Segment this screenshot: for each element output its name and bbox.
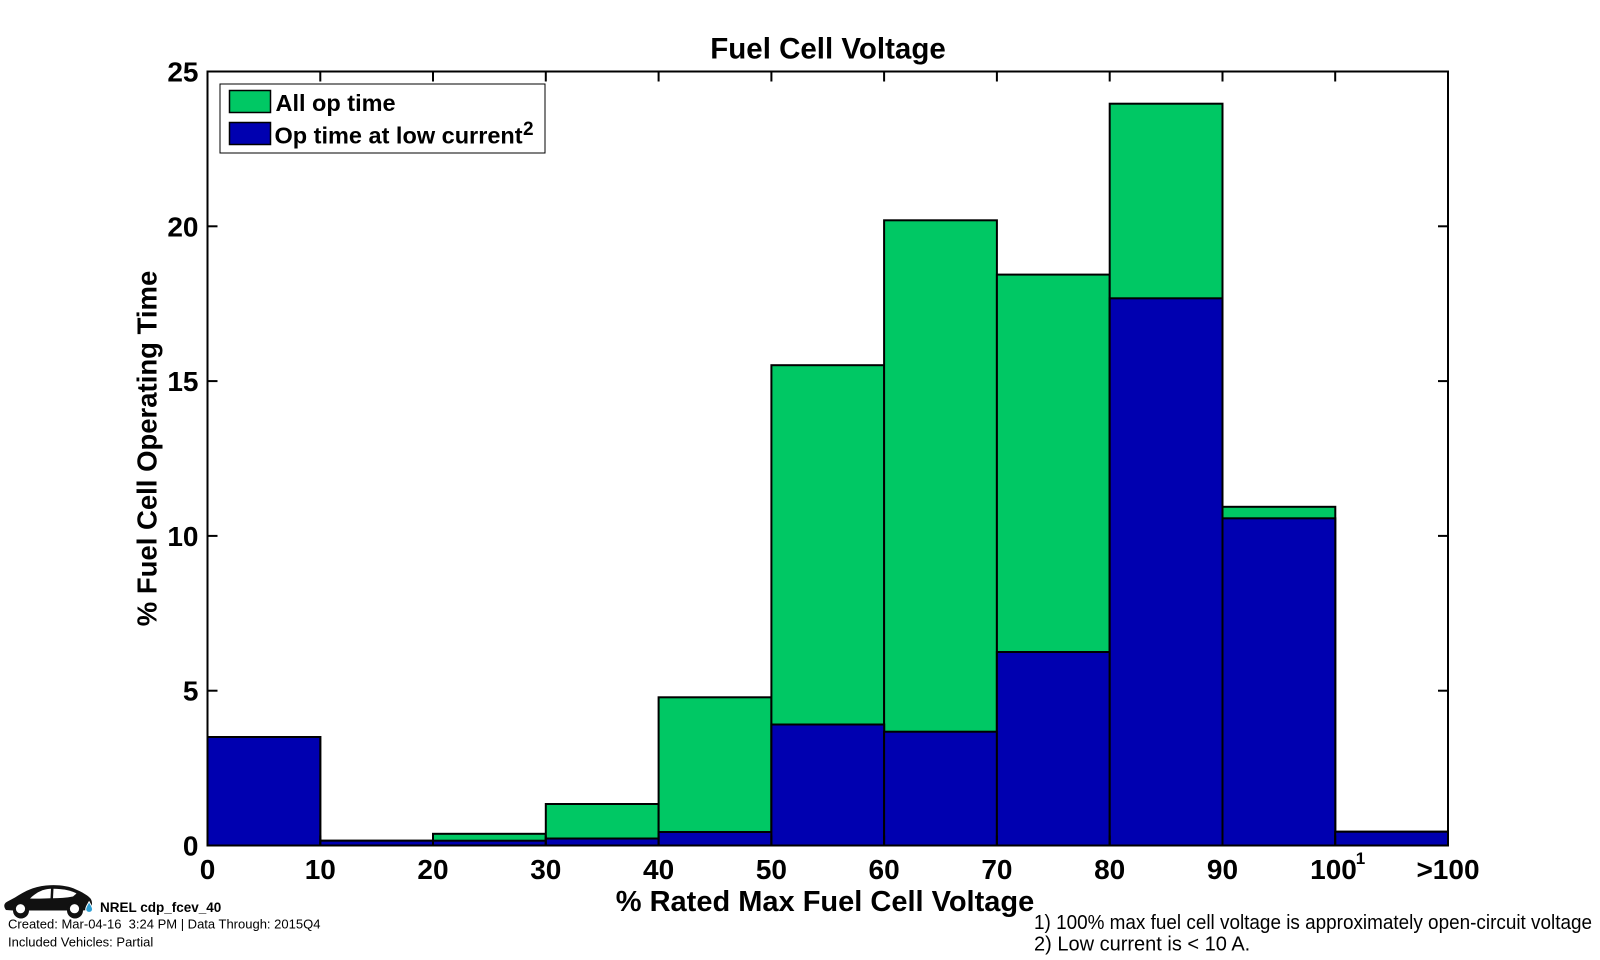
svg-text:15: 15 bbox=[167, 366, 198, 397]
svg-text:20: 20 bbox=[167, 211, 198, 242]
svg-text:10: 10 bbox=[167, 521, 198, 552]
svg-text:Included Vehicles: Partial: Included Vehicles: Partial bbox=[8, 935, 153, 950]
svg-text:90: 90 bbox=[1207, 854, 1238, 885]
svg-text:% Fuel Cell Operating Time: % Fuel Cell Operating Time bbox=[132, 271, 163, 627]
svg-text:10: 10 bbox=[305, 854, 336, 885]
svg-text:50: 50 bbox=[756, 854, 787, 885]
svg-text:60: 60 bbox=[869, 854, 900, 885]
svg-text:1) 100% max fuel cell voltage: 1) 100% max fuel cell voltage is approxi… bbox=[1034, 912, 1592, 934]
svg-text:Fuel Cell Voltage: Fuel Cell Voltage bbox=[710, 33, 946, 66]
svg-text:Op time at low current: Op time at low current bbox=[275, 123, 523, 149]
svg-text:40: 40 bbox=[643, 854, 674, 885]
svg-text:NREL cdp_fcev_40: NREL cdp_fcev_40 bbox=[100, 900, 221, 915]
svg-text:2) Low current is < 10 A.: 2) Low current is < 10 A. bbox=[1034, 934, 1250, 956]
svg-text:20: 20 bbox=[417, 854, 448, 885]
svg-text:>100: >100 bbox=[1416, 854, 1479, 885]
svg-text:2: 2 bbox=[523, 119, 534, 140]
svg-text:100: 100 bbox=[1310, 854, 1357, 885]
svg-text:1: 1 bbox=[1356, 849, 1365, 868]
svg-text:% Rated Max Fuel Cell Voltage: % Rated Max Fuel Cell Voltage bbox=[616, 886, 1034, 918]
svg-text:80: 80 bbox=[1094, 854, 1125, 885]
svg-text:30: 30 bbox=[530, 854, 561, 885]
svg-text:5: 5 bbox=[183, 676, 199, 707]
svg-text:70: 70 bbox=[981, 854, 1012, 885]
svg-text:0: 0 bbox=[200, 854, 216, 885]
svg-text:Created: Mar-04-16 3:24 PM |: Created: Mar-04-16 3:24 PM | Data Throug… bbox=[8, 917, 320, 932]
svg-text:25: 25 bbox=[167, 57, 198, 88]
svg-text:0: 0 bbox=[183, 831, 199, 862]
svg-text:All op time: All op time bbox=[276, 90, 396, 116]
